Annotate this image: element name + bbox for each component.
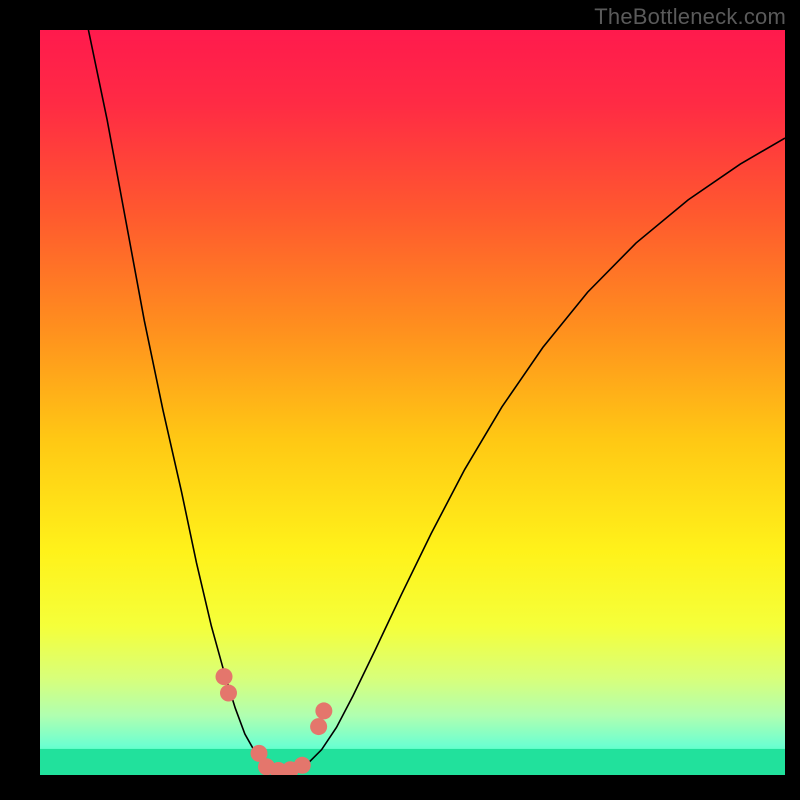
bottleneck-curve	[88, 30, 785, 772]
data-marker	[220, 685, 237, 702]
data-marker	[294, 757, 311, 774]
watermark-text: TheBottleneck.com	[594, 4, 786, 30]
chart-curve-layer	[40, 30, 785, 775]
data-marker	[310, 718, 327, 735]
plot-area	[40, 30, 785, 775]
data-marker	[315, 702, 332, 719]
data-markers	[216, 668, 333, 775]
data-marker	[216, 668, 233, 685]
